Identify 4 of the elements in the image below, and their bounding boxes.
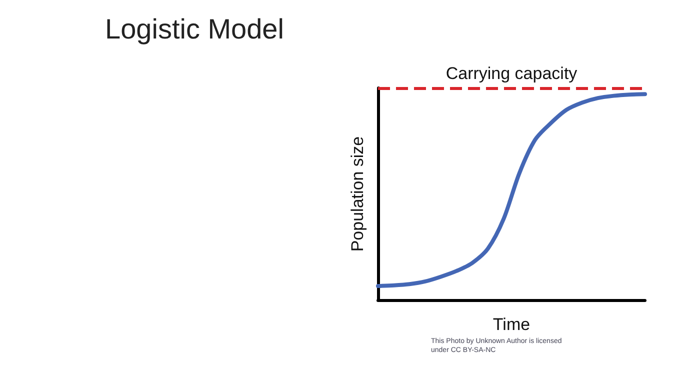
ref-line-label: Carrying capacity [446,64,578,83]
chart-title: Logistic Model [105,14,284,44]
x-axis-title: Time [492,315,530,334]
y-axis-title: Population size [348,136,367,252]
